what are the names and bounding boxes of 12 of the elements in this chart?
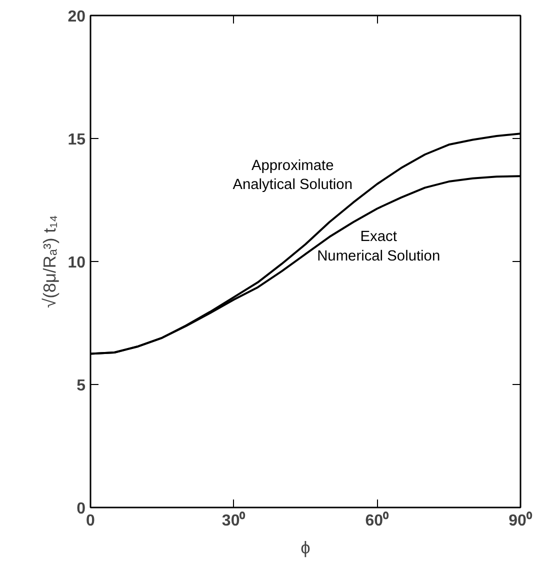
y-tick-label: 10 <box>68 254 86 272</box>
y-axis-title: √(8μ/Rₐ³) t₁₄ <box>40 215 60 308</box>
x-tick-label: 90⁰ <box>508 512 532 530</box>
annotation: Approximate Analytical Solution <box>232 158 352 193</box>
y-tick-label: 20 <box>68 8 86 26</box>
y-tick-label: 5 <box>76 378 86 394</box>
x-axis-title: ϕ <box>300 538 311 558</box>
x-tick-label: 60⁰ <box>365 512 390 530</box>
annotation: Exact Numerical Solution <box>317 229 440 264</box>
y-tick-label: 0 <box>76 500 86 518</box>
x-tick-label: 30⁰ <box>222 512 246 530</box>
y-tick-label: 15 <box>68 132 86 148</box>
